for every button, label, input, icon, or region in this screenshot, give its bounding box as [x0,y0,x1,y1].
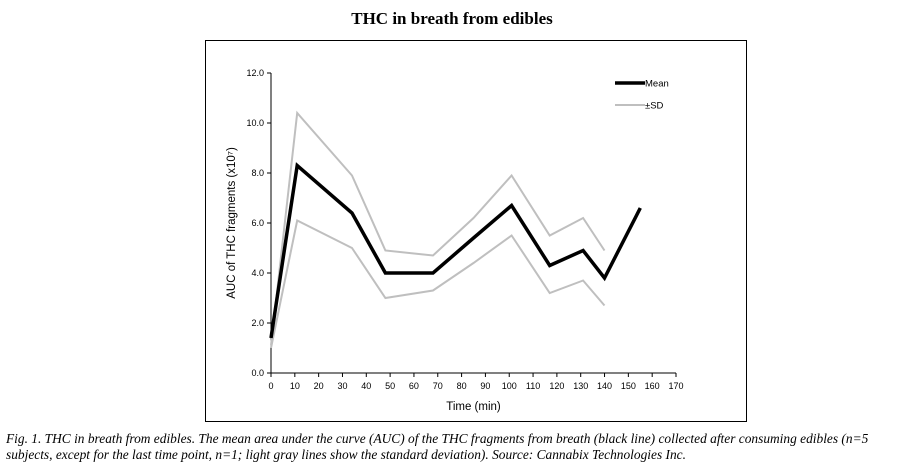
x-tick-label: 160 [645,381,660,391]
y-tick-label: 12.0 [246,68,264,78]
x-tick-label: 130 [573,381,588,391]
y-tick-label: 8.0 [251,168,264,178]
x-tick-label: 0 [268,381,273,391]
x-tick-label: 10 [290,381,300,391]
series-line-sd-upper [270,110,606,346]
y-tick-label: 2.0 [251,318,264,328]
series-line-sd-lower [270,219,606,349]
legend-label-mean: Mean [645,79,669,90]
y-tick-label: 0.0 [251,368,264,378]
axes [267,72,677,377]
x-tick-label: 60 [409,381,419,391]
x-tick-label: 50 [385,381,395,391]
chart-frame [205,40,747,422]
y-tick-label: 10.0 [246,118,264,128]
chart-title: THC in breath from edibles [351,9,553,28]
x-tick-label: 170 [668,381,683,391]
series-line-mean [269,162,642,339]
x-axis-label: Time (min) [446,401,501,413]
x-tick-label: 110 [526,381,540,391]
series-lines [269,110,642,349]
legend: Mean ±SD [615,79,669,112]
y-axis-label: AUC of THC fragments (x10⁷) [226,147,238,299]
x-tick-label: 30 [337,381,347,391]
x-tick-label: 70 [433,381,443,391]
x-tick-label: 140 [597,381,612,391]
x-tick-label: 100 [502,381,517,391]
y-tick-label: 4.0 [251,268,264,278]
x-tick-label: 120 [549,381,564,391]
x-tick-label: 40 [361,381,371,391]
legend-label-sd: ±SD [645,101,664,112]
y-tick-label: 6.0 [251,218,264,228]
line-chart: 0 10 20 30 40 50 60 70 80 90 100 110 120 130 140 150 160… [226,68,684,413]
x-tick-label: 90 [480,381,490,391]
x-tick-label: 150 [621,381,636,391]
figure-caption: Fig. 1. THC in breath from edibles. The … [6,431,869,462]
x-tick-label: 80 [457,381,467,391]
x-tick-label: 20 [314,381,324,391]
tick-labels: 0 10 20 30 40 50 60 70 80 90 100 110 120 130 140 150 160… [246,68,683,391]
